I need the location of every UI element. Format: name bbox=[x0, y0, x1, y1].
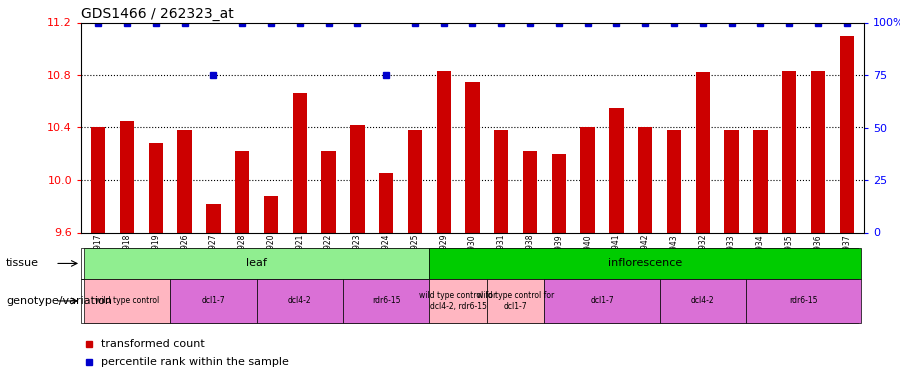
Bar bbox=[429, 248, 861, 279]
Text: wild type control for
dcl1-7: wild type control for dcl1-7 bbox=[477, 291, 554, 310]
Bar bbox=[840, 36, 854, 232]
Bar bbox=[494, 130, 508, 232]
Text: dcl4-2: dcl4-2 bbox=[288, 296, 311, 305]
Text: genotype/variation: genotype/variation bbox=[6, 296, 112, 306]
Text: rdr6-15: rdr6-15 bbox=[789, 296, 818, 305]
Bar bbox=[429, 279, 487, 322]
Bar bbox=[321, 151, 336, 232]
Bar bbox=[746, 279, 861, 322]
Bar bbox=[379, 173, 393, 232]
Bar bbox=[523, 151, 537, 232]
Bar bbox=[292, 93, 307, 232]
Bar bbox=[177, 130, 192, 232]
Bar bbox=[552, 154, 566, 232]
Bar bbox=[350, 125, 365, 232]
Bar bbox=[487, 279, 544, 322]
Text: dcl1-7: dcl1-7 bbox=[202, 296, 225, 305]
Text: rdr6-15: rdr6-15 bbox=[372, 296, 400, 305]
Bar bbox=[256, 279, 343, 322]
Bar bbox=[724, 130, 739, 232]
Bar bbox=[609, 108, 624, 232]
Text: wild type control for
dcl4-2, rdr6-15: wild type control for dcl4-2, rdr6-15 bbox=[419, 291, 497, 310]
Text: dcl4-2: dcl4-2 bbox=[691, 296, 715, 305]
Text: wild type control: wild type control bbox=[94, 296, 159, 305]
Text: tissue: tissue bbox=[6, 258, 40, 268]
Bar bbox=[580, 128, 595, 232]
Bar bbox=[544, 279, 660, 322]
Text: dcl1-7: dcl1-7 bbox=[590, 296, 614, 305]
Bar bbox=[696, 72, 710, 232]
Bar bbox=[436, 71, 451, 232]
Bar bbox=[206, 204, 220, 232]
Bar bbox=[84, 248, 429, 279]
Bar bbox=[753, 130, 768, 232]
Bar bbox=[235, 151, 249, 232]
Bar bbox=[811, 71, 825, 232]
Text: percentile rank within the sample: percentile rank within the sample bbox=[101, 357, 288, 367]
Text: GDS1466 / 262323_at: GDS1466 / 262323_at bbox=[81, 8, 234, 21]
Bar bbox=[264, 196, 278, 232]
Bar bbox=[170, 279, 256, 322]
Text: inflorescence: inflorescence bbox=[608, 258, 682, 268]
Bar bbox=[91, 128, 105, 232]
Bar bbox=[84, 279, 170, 322]
Bar bbox=[465, 81, 480, 232]
Bar bbox=[148, 143, 163, 232]
Bar bbox=[667, 130, 681, 232]
Bar bbox=[660, 279, 746, 322]
Bar bbox=[343, 279, 429, 322]
Bar bbox=[638, 128, 652, 232]
Bar bbox=[782, 71, 796, 232]
Text: transformed count: transformed count bbox=[101, 339, 204, 349]
Text: leaf: leaf bbox=[247, 258, 267, 268]
Bar bbox=[408, 130, 422, 232]
Bar bbox=[120, 121, 134, 232]
